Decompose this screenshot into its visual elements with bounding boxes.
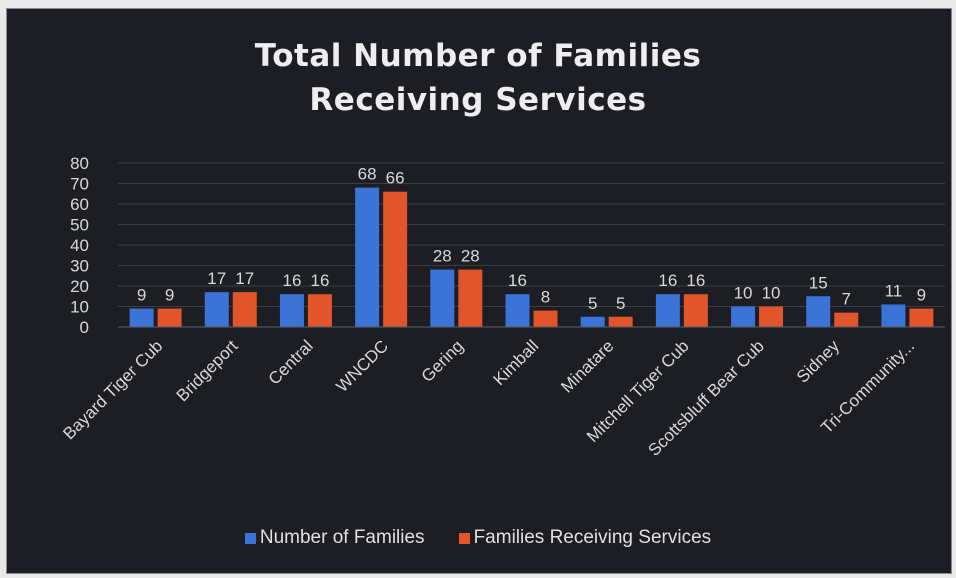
bar-series-1 (731, 307, 755, 328)
x-category-label: Central (265, 336, 317, 388)
x-category-label: WNCDC (332, 336, 392, 396)
x-category-label: Kimball (489, 336, 542, 389)
data-label: 16 (508, 271, 527, 290)
data-label: 8 (541, 288, 550, 307)
data-label: 7 (841, 290, 850, 309)
bar-series-1 (656, 294, 680, 327)
bar-series-2 (308, 294, 332, 327)
legend-label-series-2: Families Receiving Services (474, 527, 712, 549)
bar-series-1 (581, 317, 605, 327)
y-tick-label: 70 (70, 175, 89, 194)
bar-series-2 (759, 307, 783, 328)
legend-label-series-1: Number of Families (260, 527, 425, 549)
bar-series-1 (806, 296, 830, 327)
bar-series-1 (506, 294, 530, 327)
bar-series-2 (684, 294, 708, 327)
y-tick-label: 0 (80, 318, 89, 337)
bar-series-2 (458, 270, 482, 327)
y-tick-label: 40 (70, 236, 89, 255)
bar-series-1 (881, 304, 905, 327)
data-label: 15 (809, 273, 828, 292)
data-label: 9 (165, 286, 174, 305)
bar-series-2 (609, 317, 633, 327)
bar-series-1 (280, 294, 304, 327)
data-label: 16 (310, 271, 329, 290)
x-category-label: Sidney (793, 336, 844, 387)
bar-series-1 (130, 309, 154, 327)
data-label: 68 (358, 165, 377, 184)
data-label: 16 (282, 271, 301, 290)
bar-series-2 (383, 192, 407, 327)
data-label: 10 (734, 284, 753, 303)
data-label: 28 (433, 247, 452, 266)
legend-item-series-2: Families Receiving Services (459, 527, 712, 549)
y-tick-label: 80 (70, 154, 89, 173)
y-tick-label: 50 (70, 216, 89, 235)
bar-series-1 (205, 292, 229, 327)
bar-series-1 (430, 270, 454, 327)
data-label: 66 (386, 169, 405, 188)
data-label: 5 (588, 294, 597, 313)
data-label: 16 (686, 271, 705, 290)
data-label: 11 (885, 281, 903, 300)
bar-series-2 (534, 311, 558, 327)
legend-item-series-1: Number of Families (245, 527, 425, 549)
x-category-label: Bayard Tiger Cub (59, 336, 166, 443)
bar-series-2 (834, 313, 858, 327)
bar-series-2 (909, 309, 933, 327)
x-category-label: Gering (418, 336, 468, 386)
legend-swatch-series-1 (245, 533, 256, 544)
bar-series-1 (355, 188, 379, 327)
bar-series-2 (158, 309, 182, 327)
data-label: 28 (461, 247, 480, 266)
bar-series-2 (233, 292, 257, 327)
x-category-label: Minatare (557, 336, 617, 396)
data-label: 10 (762, 284, 781, 303)
data-label: 5 (616, 294, 625, 313)
data-label: 9 (917, 286, 926, 305)
data-label: 17 (207, 269, 226, 288)
y-tick-label: 20 (70, 277, 89, 296)
y-tick-label: 60 (70, 195, 89, 214)
y-tick-label: 30 (70, 257, 89, 276)
data-label: 17 (235, 269, 254, 288)
chart-legend: Number of Families Families Receiving Se… (0, 527, 956, 549)
x-category-label: Bridgeport (173, 336, 242, 405)
data-label: 9 (137, 286, 146, 305)
legend-swatch-series-2 (459, 533, 470, 544)
y-tick-label: 10 (70, 298, 89, 317)
data-label: 16 (658, 271, 677, 290)
